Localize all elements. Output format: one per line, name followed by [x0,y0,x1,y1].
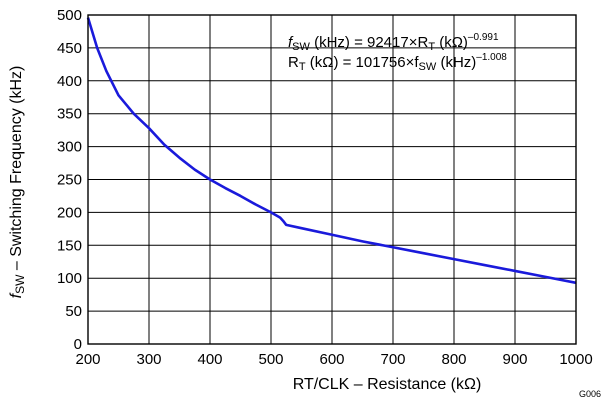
y-tick-label: 50 [65,303,82,320]
data-series [86,17,577,285]
y-tick-label: 500 [57,7,82,24]
y-tick-label: 400 [57,73,82,90]
x-tick-label: 1000 [559,351,592,368]
plot-frame [87,14,577,345]
y-tick-label: 250 [57,172,82,189]
y-tick-label: 150 [57,237,82,254]
y-tick-label: 350 [57,106,82,123]
x-tick-label: 200 [75,351,100,368]
grid-lines [87,14,577,345]
equation-annotation: fSW (kHz) = 92417×RT (kΩ)–0.991 RT (kΩ) … [288,32,507,73]
x-tick-label: 500 [258,351,283,368]
x-tick-label: 800 [441,351,466,368]
y-tick-labels: 0 50 100 150 200 250 300 350 400 450 500 [57,7,82,353]
x-tick-label: 900 [502,351,527,368]
y-axis-label: fSW – Switching Frequency (kHz) [8,66,27,299]
x-tick-label: 300 [136,351,161,368]
x-tick-labels: 200 300 400 500 600 700 800 900 1000 [75,351,592,368]
series-line [86,17,577,285]
x-tick-label: 700 [380,351,405,368]
y-tick-label: 200 [57,204,82,221]
x-axis-label: RT/CLK – Resistance (kΩ) [293,376,482,393]
x-tick-label: 400 [197,351,222,368]
y-tick-label: 300 [57,139,82,156]
x-tick-label: 600 [319,351,344,368]
y-tick-label: 450 [57,40,82,57]
figure-code: G006 [579,389,601,399]
y-tick-label: 100 [57,270,82,287]
equation-line-2: RT (kΩ) = 101756×fSW (kHz)–1.008 [288,52,507,73]
y-tick-label: 0 [74,336,82,353]
equation-line-1: fSW (kHz) = 92417×RT (kΩ)–0.991 [288,32,499,53]
